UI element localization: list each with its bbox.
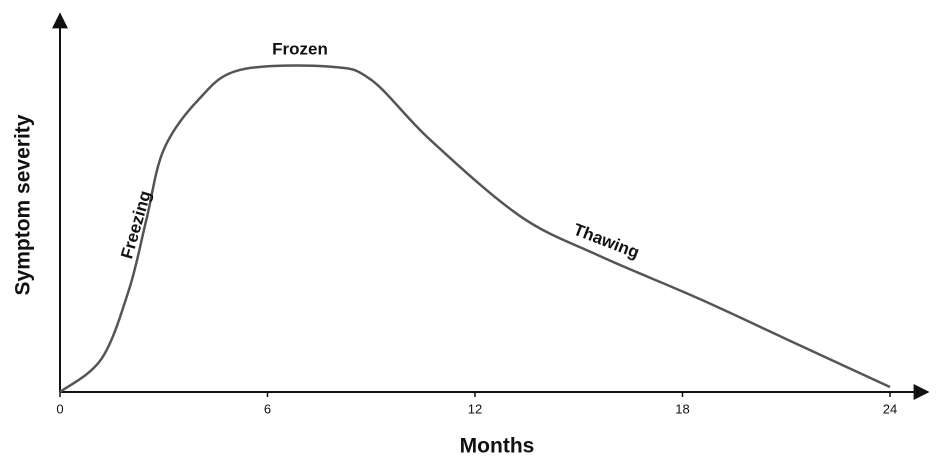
x-tick-label: 6 [264, 401, 271, 416]
line-series [59, 64, 891, 394]
x-axis-title: Months [460, 435, 535, 458]
x-tick-label: 24 [883, 401, 897, 416]
annotation: Frozen [272, 39, 328, 58]
annotation: Freezing [117, 189, 155, 261]
x-tick-label: 12 [468, 401, 482, 416]
x-tick-label: 18 [675, 401, 689, 416]
annotation: Thawing [571, 220, 642, 262]
y-axis-title: Symptom severity [12, 114, 35, 295]
x-tick-label: 0 [56, 401, 63, 416]
